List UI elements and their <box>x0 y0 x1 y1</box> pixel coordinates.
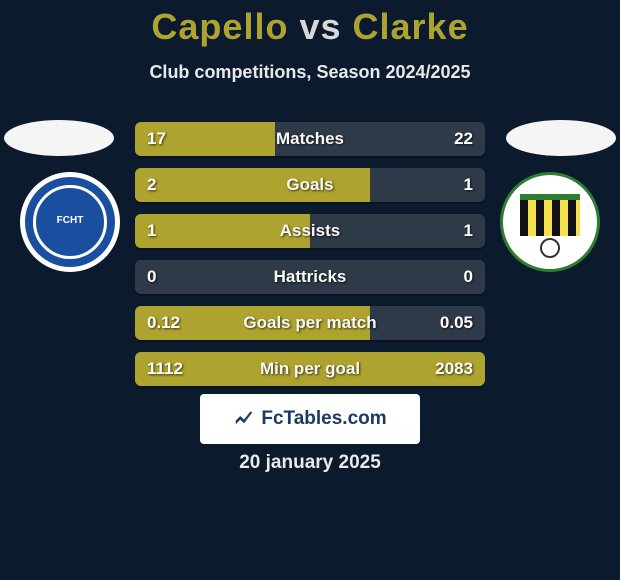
subtitle: Club competitions, Season 2024/2025 <box>0 62 620 83</box>
title-left: Capello <box>151 6 288 47</box>
stat-label: Min per goal <box>135 352 485 386</box>
title-vs: vs <box>299 6 341 47</box>
branding-text: FcTables.com <box>261 408 386 430</box>
flag-left <box>4 120 114 156</box>
stat-row: 11Assists <box>135 214 485 248</box>
stat-row: 11122083Min per goal <box>135 352 485 386</box>
solihull-bands <box>520 194 580 236</box>
title-right: Clarke <box>353 6 469 47</box>
crest-right <box>500 172 600 272</box>
stat-row: 21Goals <box>135 168 485 202</box>
date-text: 20 january 2025 <box>0 452 620 474</box>
chart-icon <box>233 405 255 433</box>
stat-label: Matches <box>135 122 485 156</box>
halifax-badge-text: FCHT <box>25 215 115 226</box>
stat-label: Goals <box>135 168 485 202</box>
stat-row: 0.120.05Goals per match <box>135 306 485 340</box>
stat-label: Goals per match <box>135 306 485 340</box>
stat-row: 00Hattricks <box>135 260 485 294</box>
halifax-badge-icon: FCHT <box>20 172 120 272</box>
page-title: Capello vs Clarke <box>0 0 620 48</box>
branding: FcTables.com <box>200 394 420 444</box>
solihull-badge-icon <box>500 172 600 272</box>
solihull-ball-icon <box>540 238 560 258</box>
stat-bars: 1722Matches 21Goals 11Assists 00Hattricks 0.… <box>135 122 485 398</box>
stat-label: Assists <box>135 214 485 248</box>
stat-row: 1722Matches <box>135 122 485 156</box>
flag-right <box>506 120 616 156</box>
stat-label: Hattricks <box>135 260 485 294</box>
crest-left: FCHT <box>20 172 120 272</box>
